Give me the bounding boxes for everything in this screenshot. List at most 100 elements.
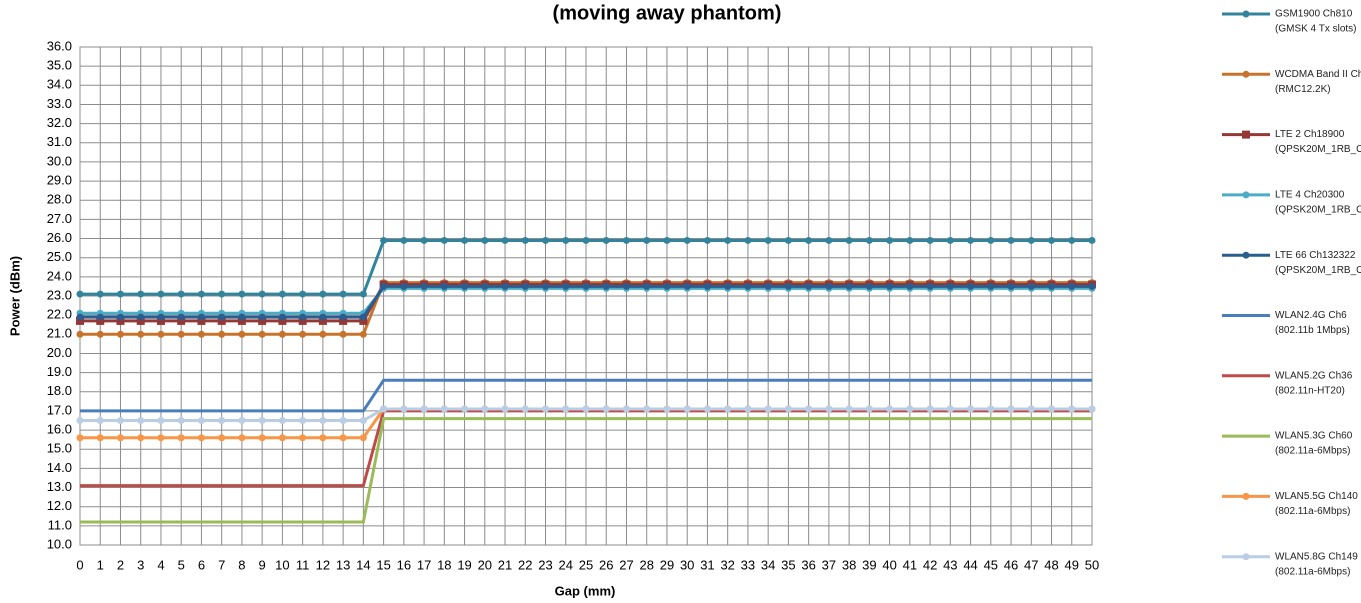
point	[744, 236, 752, 244]
point	[805, 405, 813, 413]
point	[461, 236, 469, 244]
legend-marker	[1242, 130, 1250, 139]
point	[238, 434, 246, 442]
x-tick-label: 24	[559, 557, 573, 572]
point	[764, 236, 772, 244]
point	[318, 316, 327, 325]
legend-detail: (802.11b 1Mbps)	[1275, 325, 1350, 336]
point	[683, 236, 691, 244]
chart-title: (moving away phantom)	[553, 2, 782, 24]
point	[177, 313, 185, 321]
y-tick-label: 28.0	[47, 192, 72, 207]
point	[906, 236, 914, 244]
x-tick-label: 30	[680, 557, 694, 572]
point	[906, 282, 914, 290]
point	[461, 405, 469, 413]
point	[299, 434, 307, 442]
point	[258, 434, 266, 442]
point	[299, 313, 307, 321]
point	[380, 282, 388, 290]
x-tick-label: 32	[720, 557, 734, 572]
x-tick-label: 33	[741, 557, 755, 572]
point	[96, 330, 104, 338]
point	[400, 236, 408, 244]
legend-label: WLAN5.8G Ch149	[1275, 551, 1358, 562]
point	[764, 282, 772, 290]
legend-label: WLAN5.5G Ch140	[1275, 491, 1358, 502]
point	[845, 405, 853, 413]
x-tick-label: 18	[437, 557, 451, 572]
x-tick-label: 29	[660, 557, 674, 572]
y-tick-label: 20.0	[47, 345, 72, 360]
point	[116, 330, 124, 338]
point	[258, 316, 267, 325]
y-tick-label: 18.0	[47, 383, 72, 398]
legend-detail: (802.11n-HT20)	[1275, 385, 1345, 396]
x-tick-label: 5	[178, 557, 185, 572]
x-tick-label: 12	[316, 557, 330, 572]
point	[177, 417, 185, 424]
point	[177, 316, 186, 325]
y-tick-label: 12.0	[47, 498, 72, 513]
y-tick-label: 11.0	[48, 517, 72, 532]
point	[886, 282, 894, 290]
point	[1068, 405, 1076, 413]
y-tick-label: 24.0	[47, 268, 72, 283]
point	[116, 417, 124, 424]
point	[299, 290, 307, 298]
point	[278, 434, 286, 442]
point	[744, 405, 752, 413]
point	[258, 330, 266, 338]
point	[602, 405, 610, 413]
point	[683, 405, 691, 413]
point	[197, 330, 205, 338]
point	[946, 405, 954, 413]
point	[319, 290, 327, 298]
point	[157, 434, 165, 442]
point	[278, 290, 286, 298]
point	[298, 316, 307, 325]
x-tick-label: 17	[417, 557, 431, 572]
point	[1048, 236, 1056, 244]
point	[218, 434, 226, 442]
x-tick-label: 1	[97, 557, 104, 572]
y-tick-label: 33.0	[47, 96, 72, 111]
point	[521, 405, 529, 413]
y-tick-label: 14.0	[47, 460, 72, 475]
point	[136, 316, 145, 325]
point	[602, 282, 610, 290]
point	[724, 405, 732, 413]
point	[359, 417, 367, 424]
point	[116, 313, 124, 321]
point	[622, 236, 630, 244]
point	[76, 434, 84, 442]
point	[157, 330, 165, 338]
legend-marker	[1242, 492, 1250, 500]
point	[987, 282, 995, 290]
point	[987, 236, 995, 244]
point	[744, 282, 752, 290]
point	[319, 434, 327, 442]
point	[582, 282, 590, 290]
point	[865, 405, 873, 413]
point	[299, 417, 307, 424]
point	[319, 417, 327, 424]
x-tick-label: 0	[76, 557, 83, 572]
point	[359, 434, 367, 442]
point	[622, 405, 630, 413]
point	[461, 282, 469, 290]
point	[339, 313, 347, 321]
point	[339, 330, 347, 338]
point	[542, 236, 550, 244]
point	[217, 316, 226, 325]
y-tick-label: 16.0	[47, 422, 72, 437]
x-tick-label: 47	[1024, 557, 1038, 572]
point	[76, 417, 84, 424]
x-tick-label: 22	[518, 557, 532, 572]
x-tick-label: 38	[842, 557, 856, 572]
x-tick-label: 50	[1085, 557, 1099, 572]
point	[156, 316, 165, 325]
point	[967, 282, 975, 290]
y-tick-label: 17.0	[47, 402, 72, 417]
point	[542, 405, 550, 413]
